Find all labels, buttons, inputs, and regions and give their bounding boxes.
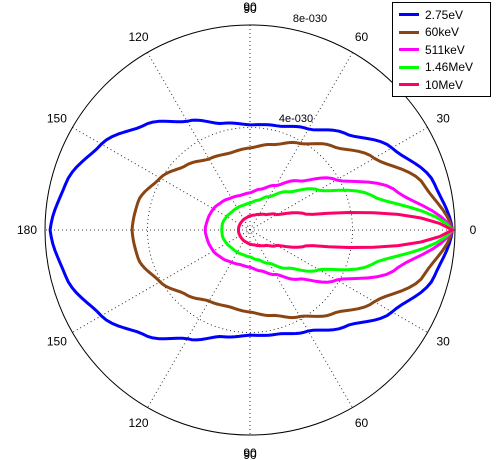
- angle-tick-label: 0: [470, 223, 477, 237]
- legend-label: 60keV: [425, 25, 460, 40]
- outer-ring: [44, 24, 456, 436]
- grid-spoke: [72, 127, 428, 333]
- legend-swatch: [399, 65, 419, 69]
- angle-tick-label: 150: [47, 112, 67, 126]
- legend-entry: 10MeV: [399, 76, 490, 94]
- grid-spoke: [147, 52, 353, 408]
- legend-entry: 511keV: [399, 41, 490, 59]
- angle-tick-label: 30: [436, 335, 450, 349]
- radial-tick-label: 4e-030: [279, 113, 313, 125]
- series-curve: [237, 211, 454, 249]
- legend-label: 1.46MeV: [425, 60, 474, 75]
- angle-tick-label: 180: [17, 223, 37, 237]
- angle-tick-label: 60: [355, 30, 369, 44]
- grid-spoke: [72, 127, 428, 333]
- legend-label: 511keV: [425, 42, 465, 57]
- axis-labels: 4e-030 8e-030 0 30 60 90 120 150 180 150 120 90 60 30…: [17, 0, 477, 460]
- series-curve: [203, 176, 454, 284]
- angle-tick-label: 60: [355, 416, 369, 430]
- series-curve: [130, 140, 454, 320]
- legend: 2.75eV 60keV 511keV 1.46MeV 10MeV: [392, 2, 491, 97]
- series-curve: [220, 187, 454, 273]
- legend-swatch: [399, 83, 419, 87]
- angle-tick-label: 120: [128, 416, 148, 430]
- legend-label: 10MeV: [425, 77, 464, 92]
- legend-swatch: [399, 13, 419, 17]
- legend-label: 2.75eV: [425, 7, 464, 22]
- legend-entry: 60keV: [399, 24, 490, 42]
- radial-tick-label: 8e-030: [293, 13, 327, 25]
- legend-entry: 1.46MeV: [399, 59, 490, 77]
- legend-swatch: [399, 48, 419, 52]
- grid-spoke: [147, 52, 353, 408]
- angle-tick-label-bottom: 90: [243, 448, 257, 460]
- data-series: [48, 118, 454, 342]
- angle-tick-label: 30: [436, 112, 450, 126]
- angle-tick-label: 120: [128, 30, 148, 44]
- angle-tick-label: 150: [47, 335, 67, 349]
- grid-ring: [147, 127, 353, 333]
- polar-grid: [44, 24, 456, 436]
- angle-tick-label: 90: [243, 0, 257, 14]
- angle-tick-label: 90: [243, 446, 257, 460]
- legend-swatch: [399, 30, 419, 34]
- series-curve: [48, 118, 454, 342]
- legend-entry: 2.75eV: [399, 6, 490, 24]
- angle-tick-label-top: 90: [243, 2, 257, 16]
